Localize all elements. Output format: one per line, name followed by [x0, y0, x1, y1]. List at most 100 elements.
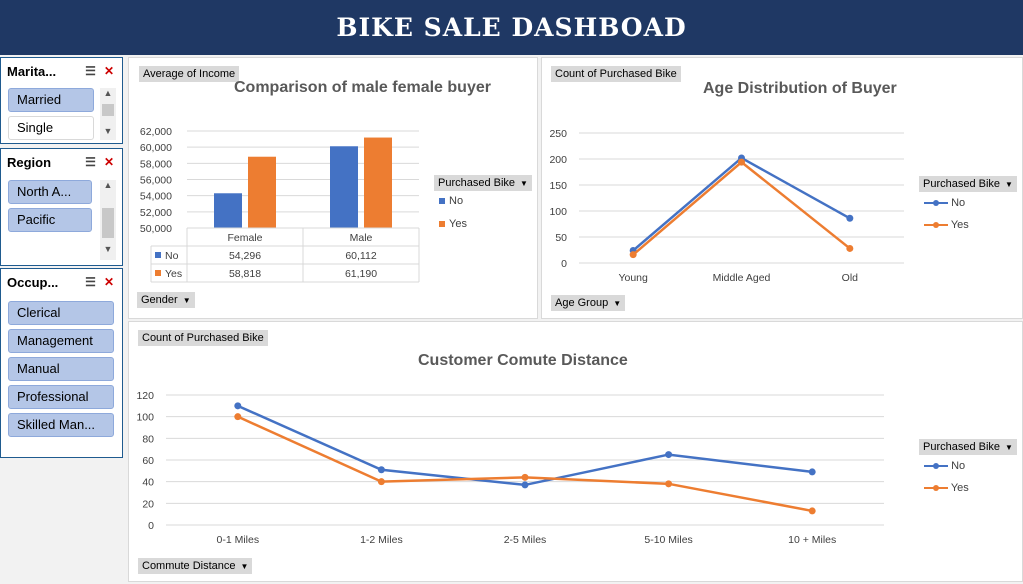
legend-label: Yes [449, 218, 467, 230]
bar-no-male [330, 146, 358, 228]
data-point-yes [665, 480, 673, 488]
slicer-item-pacific[interactable]: Pacific [8, 208, 92, 232]
axis-field-tag[interactable]: Age Group ▼ [551, 295, 626, 311]
dropdown-arrow-icon[interactable]: ▼ [1005, 443, 1013, 452]
legend-field-tag[interactable]: Purchased Bike ▼ [919, 439, 1017, 455]
scroll-up-icon[interactable]: ▲ [103, 180, 113, 190]
y-tick-label: 0 [561, 258, 567, 270]
dropdown-arrow-icon[interactable]: ▼ [240, 562, 249, 571]
axis-field-tag[interactable]: Gender ▼ [137, 292, 195, 308]
dropdown-arrow-icon[interactable]: ▼ [1005, 180, 1013, 189]
y-tick-label: 58,000 [140, 158, 172, 170]
slicer-item-married[interactable]: Married [8, 88, 94, 112]
y-tick-label: 80 [142, 433, 154, 445]
age-chart-panel[interactable]: Count of Purchased Bike Age Distribution… [541, 57, 1023, 319]
legend-field-tag[interactable]: Purchased Bike ▼ [434, 175, 532, 191]
y-tick-label: 50,000 [140, 223, 172, 235]
table-series-label: No [165, 250, 179, 262]
slicer-item-manual[interactable]: Manual [8, 357, 114, 381]
slicer-scrollbar[interactable]: ▲ ▼ [100, 180, 116, 260]
value-field-tag[interactable]: Average of Income [139, 66, 240, 82]
scroll-down-icon[interactable]: ▼ [103, 244, 113, 254]
scroll-thumb[interactable] [102, 208, 114, 238]
legend-swatch [439, 198, 445, 204]
y-tick-label: 250 [549, 128, 567, 140]
data-point-no [234, 402, 242, 410]
table-cell-value: 61,190 [345, 268, 377, 280]
legend-label: Yes [950, 219, 969, 231]
dashboard-title: BIKE SALE DASHBOAD [336, 13, 687, 42]
legend-item-no: No [439, 195, 463, 207]
clear-filter-icon[interactable]: ✕ [103, 275, 114, 289]
axis-field-tag[interactable]: Commute Distance ▼ [138, 558, 253, 574]
clear-filter-icon[interactable]: ✕ [103, 155, 114, 169]
legend-field-label: Purchased Bike [923, 178, 1001, 190]
x-category-label: Young [618, 272, 648, 284]
legend-label: No [951, 197, 966, 209]
data-point-no [521, 481, 529, 489]
slicer-header: Marita... ☰ ✕ [1, 58, 122, 84]
scroll-thumb[interactable] [102, 104, 114, 116]
slicer-item-management[interactable]: Management [8, 329, 114, 353]
data-point-yes [846, 244, 854, 252]
y-tick-label: 62,000 [140, 126, 172, 138]
legend-item-yes: Yes [924, 482, 969, 494]
dashboard-banner: BIKE SALE DASHBOAD [0, 0, 1023, 55]
table-cell-value: 58,818 [229, 268, 261, 280]
x-category-label: Old [842, 272, 859, 284]
dropdown-arrow-icon[interactable]: ▼ [182, 296, 191, 305]
series-line-yes [237, 415, 813, 513]
clear-filter-icon[interactable]: ✕ [103, 64, 114, 78]
y-tick-label: 200 [549, 154, 567, 166]
slicer-item-professional[interactable]: Professional [8, 385, 114, 409]
table-legend-swatch [155, 270, 161, 276]
y-tick-label: 56,000 [140, 175, 172, 187]
income-bar-chart: 62,000 60,000 58,000 56,000 54,000 52,000 50,0… [140, 126, 420, 283]
scroll-up-icon[interactable]: ▲ [103, 88, 113, 98]
chart-title: Age Distribution of Buyer [703, 80, 897, 97]
value-field-tag[interactable]: Count of Purchased Bike [138, 330, 268, 346]
y-tick-label: 54,000 [140, 191, 172, 203]
slicer-item-single[interactable]: Single [8, 116, 94, 140]
y-tick-label: 120 [136, 390, 154, 402]
region-slicer[interactable]: Region ☰ ✕ North A... Pacific ▲ ▼ [0, 148, 123, 266]
legend-label: No [449, 195, 464, 207]
legend-line-icon [924, 200, 948, 207]
series-line-no [237, 404, 813, 487]
multi-select-icon[interactable]: ☰ [85, 155, 96, 169]
slicer-item-clerical[interactable]: Clerical [8, 301, 114, 325]
y-tick-label: 100 [136, 412, 154, 424]
slicer-header: Region ☰ ✕ [1, 149, 122, 175]
bar-yes-male [364, 137, 392, 228]
chart-title: Comparison of male female buyer [234, 79, 491, 96]
legend-item-yes: Yes [924, 219, 969, 231]
data-point-no [377, 466, 385, 474]
income-chart-panel[interactable]: Average of Income Comparison of male fem… [128, 57, 538, 319]
y-tick-label: 40 [142, 477, 154, 489]
y-tick-label: 0 [148, 520, 154, 532]
slicer-item-skilled-manual[interactable]: Skilled Man... [8, 413, 114, 437]
data-point-yes [738, 158, 745, 166]
commute-chart-panel[interactable]: Count of Purchased Bike Customer Comute … [128, 321, 1023, 582]
legend-swatch [439, 221, 445, 227]
value-field-tag[interactable]: Count of Purchased Bike [551, 66, 681, 82]
slicer-scrollbar[interactable]: ▲ ▼ [100, 88, 116, 140]
y-tick-label: 52,000 [140, 207, 172, 219]
x-category-label: 1-2 Miles [360, 534, 403, 546]
multi-select-icon[interactable]: ☰ [85, 64, 96, 78]
slicer-item-north-america[interactable]: North A... [8, 180, 92, 204]
occupation-slicer[interactable]: Occup... ☰ ✕ Clerical Management Manual P… [0, 268, 123, 458]
slicer-title: Occup... [7, 274, 59, 290]
dropdown-arrow-icon[interactable]: ▼ [613, 299, 622, 308]
legend-field-tag[interactable]: Purchased Bike ▼ [919, 176, 1017, 192]
multi-select-icon[interactable]: ☰ [85, 275, 96, 289]
y-tick-label: 50 [555, 232, 567, 244]
y-tick-label: 100 [549, 206, 567, 218]
axis-field-label: Age Group [555, 297, 609, 309]
commute-line-chart: 120 100 80 60 40 20 0 0-1 Miles 1-2 Miles 2-5 Mil… [136, 390, 884, 546]
marital-status-slicer[interactable]: Marita... ☰ ✕ Married Single ▲ ▼ [0, 57, 123, 144]
scroll-down-icon[interactable]: ▼ [103, 126, 113, 136]
data-point-yes [377, 478, 385, 486]
legend-item-no: No [924, 460, 965, 472]
dropdown-arrow-icon[interactable]: ▼ [520, 179, 528, 188]
